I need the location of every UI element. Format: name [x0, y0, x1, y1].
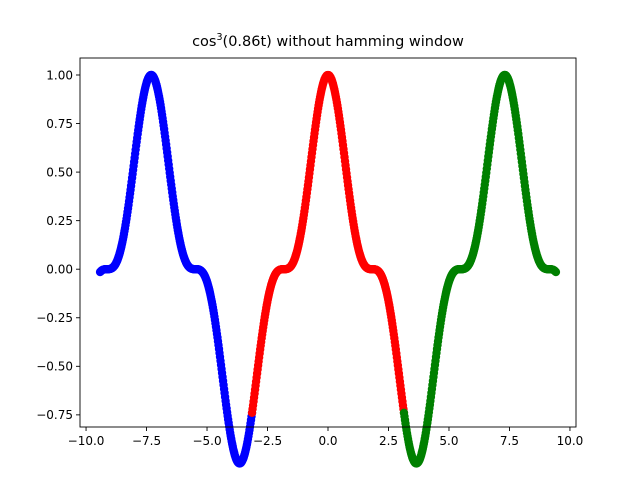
x-tick-label: 7.5 — [500, 434, 519, 448]
x-tick-label: 0.0 — [318, 434, 337, 448]
y-tick-label: 1.00 — [46, 68, 73, 82]
y-tick-label: 0.75 — [46, 117, 73, 131]
series-3 — [399, 70, 561, 468]
x-tick-label: −5.0 — [192, 434, 221, 448]
title-prefix: cos — [192, 34, 217, 50]
x-tick-label: 2.5 — [379, 434, 398, 448]
x-tick-label: −7.5 — [132, 434, 161, 448]
series-2 — [247, 70, 409, 417]
y-tick-label: −0.50 — [36, 360, 73, 374]
series-layer — [95, 70, 561, 468]
chart-title: cos3(0.86t) without hamming window — [80, 32, 576, 50]
y-tick-label: −0.75 — [36, 408, 73, 422]
axes-layer: −10.0 −7.5 −5.0 −2.5 0.0 2.5 5.0 7.5 10.0 −0.75 −0… — [36, 57, 584, 448]
title-superscript: 3 — [216, 32, 223, 43]
title-suffix: (0.86t) without hamming window — [222, 34, 464, 50]
y-tick-label: 0.25 — [46, 214, 73, 228]
y-tick-label: 0.00 — [46, 263, 73, 277]
x-tick-label: 10.0 — [557, 434, 584, 448]
y-tick-label: 0.50 — [46, 165, 73, 179]
x-tick-label: −2.5 — [253, 434, 282, 448]
x-tick-label: −10.0 — [68, 434, 105, 448]
plot-frame — [79, 57, 577, 428]
y-tick-label: −0.25 — [36, 311, 73, 325]
data-point — [551, 267, 561, 277]
x-tick-label: 5.0 — [439, 434, 458, 448]
series-1 — [95, 70, 257, 468]
